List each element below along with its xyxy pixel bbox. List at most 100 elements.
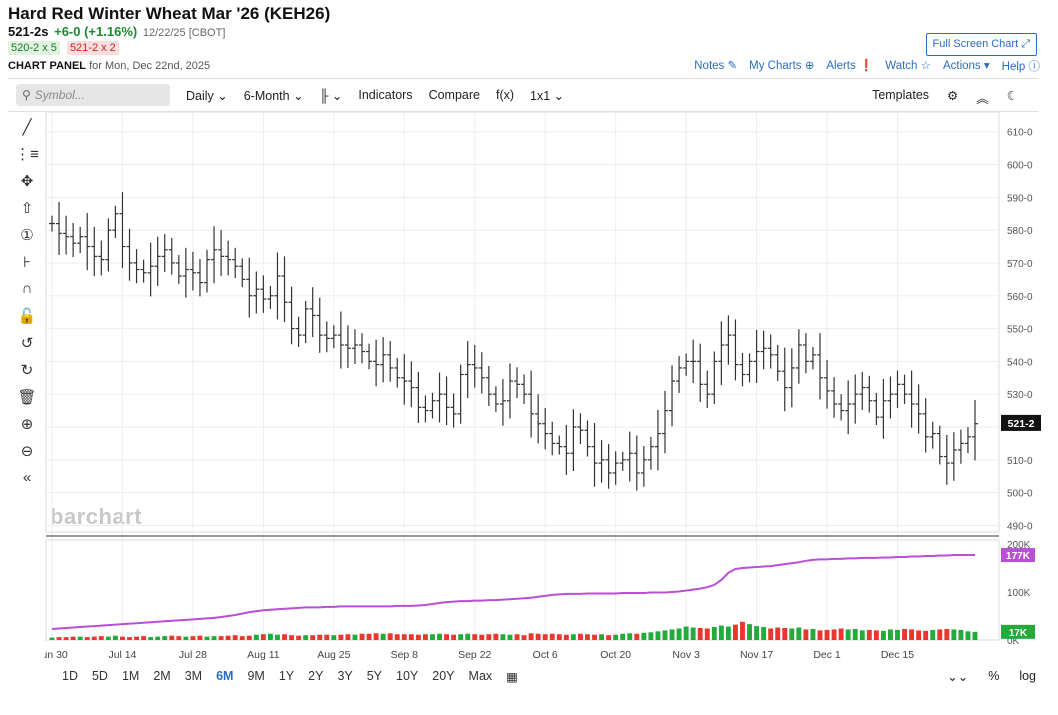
- range-3y-button[interactable]: 3Y: [337, 669, 353, 683]
- range-20y-button[interactable]: 20Y: [432, 669, 455, 683]
- range-option-1-button[interactable]: %: [988, 669, 1000, 683]
- volume-bar: [493, 633, 499, 640]
- interval-dropdown[interactable]: Daily ⌄: [186, 88, 228, 103]
- volume-bar: [958, 629, 964, 640]
- volume-bar: [176, 636, 182, 640]
- drawing-tool-10-icon[interactable]: 🗑: [17, 389, 37, 406]
- volume-bar: [676, 628, 682, 640]
- volume-bar: [824, 629, 830, 640]
- time-tick-label: Sep 22: [458, 649, 491, 661]
- price-tick-label: 610-0: [1007, 128, 1033, 139]
- drawing-tool-5-icon[interactable]: ⊦: [23, 254, 31, 271]
- volume-bar: [725, 626, 731, 640]
- time-tick-label: Aug 11: [247, 649, 280, 661]
- collapse-icon[interactable]: ︽: [976, 92, 989, 106]
- time-tick-label: Dec 1: [813, 649, 841, 661]
- volume-bar: [796, 627, 802, 640]
- price-tick-label: 550-0: [1007, 325, 1033, 336]
- layout-dropdown[interactable]: 1x1 ⌄: [530, 88, 565, 103]
- panel-label: CHART PANEL: [8, 60, 87, 72]
- volume-bar: [91, 636, 97, 640]
- gear-icon[interactable]: ⚙: [947, 89, 959, 103]
- drawing-tool-11-icon[interactable]: ⊕: [20, 416, 34, 433]
- notes-link[interactable]: Notes ✎: [694, 60, 738, 72]
- range-1y-button[interactable]: 1Y: [278, 669, 295, 683]
- volume-bar: [810, 628, 816, 640]
- volume-bar: [120, 636, 125, 640]
- drawing-tool-7-icon[interactable]: 🔓: [17, 308, 37, 325]
- range-option-0-button[interactable]: ⌄⌄: [947, 670, 969, 684]
- range-max-button[interactable]: Max: [468, 669, 493, 683]
- drawing-tool-6-icon[interactable]: ∩: [21, 280, 33, 297]
- volume-bar: [63, 637, 69, 640]
- volume-bar: [77, 636, 83, 640]
- volume-bar: [782, 628, 788, 640]
- volume-bar: [606, 635, 612, 640]
- range-1d-button[interactable]: 1D: [62, 669, 78, 683]
- drawing-tool-4-icon[interactable]: ①: [20, 227, 34, 244]
- indicators-button[interactable]: Indicators: [358, 88, 413, 102]
- volume-bar: [472, 634, 478, 640]
- watch-link[interactable]: Watch ☆: [885, 60, 931, 72]
- price-tick-label: 510-0: [1007, 456, 1033, 467]
- volume-bar: [303, 635, 309, 640]
- search-icon: ⚲: [22, 88, 31, 102]
- moon-icon[interactable]: ☾: [1006, 89, 1018, 103]
- actions-menu[interactable]: Actions ▾: [942, 60, 990, 72]
- ask-badge: 521-2 x 2: [66, 41, 119, 55]
- volume-bar: [141, 636, 147, 640]
- volume-bar: [747, 624, 752, 640]
- compare-button[interactable]: Compare: [428, 88, 480, 102]
- volume-bar: [444, 634, 450, 640]
- range-▦-button[interactable]: ▦: [506, 670, 518, 684]
- range-1m-button[interactable]: 1M: [121, 669, 140, 683]
- fx-button[interactable]: f(x): [495, 88, 515, 102]
- price-tick-label: 540-0: [1007, 357, 1033, 368]
- range-2y-button[interactable]: 2Y: [308, 669, 324, 683]
- quote-meta: 12/22/25 [CBOT]: [142, 27, 226, 39]
- drawing-tool-2-icon[interactable]: ✥: [20, 173, 34, 190]
- volume-bar: [500, 634, 506, 640]
- volume-bar: [408, 634, 414, 640]
- volume-bar: [542, 634, 548, 640]
- range-2m-button[interactable]: 2M: [153, 669, 171, 683]
- full-screen-button[interactable]: Full Screen Chart ⤢: [925, 33, 1037, 56]
- volume-bar: [866, 629, 872, 640]
- range-option-2-button[interactable]: log: [1019, 669, 1036, 683]
- volume-bar: [387, 633, 393, 640]
- range-5y-button[interactable]: 5Y: [366, 669, 383, 683]
- open-interest-label: 177K: [1006, 551, 1031, 562]
- volume-bar: [345, 634, 351, 640]
- alerts-link[interactable]: Alerts ❗: [826, 60, 874, 72]
- range-10y-button[interactable]: 10Y: [396, 669, 419, 683]
- drawing-tool-13-icon[interactable]: «: [22, 469, 32, 486]
- drawing-tool-12-icon[interactable]: ⊖: [20, 443, 34, 460]
- volume-bar: [394, 634, 400, 640]
- bar-type-dropdown[interactable]: ╟ ⌄: [319, 88, 343, 103]
- symbol-search-input[interactable]: ⚲ Symbol...: [16, 84, 170, 106]
- price-tick-label: 570-0: [1007, 259, 1033, 270]
- period-dropdown[interactable]: 6-Month ⌄: [243, 88, 304, 103]
- volume-bar: [761, 627, 767, 640]
- range-5d-button[interactable]: 5D: [91, 669, 108, 683]
- drawing-tool-8-icon[interactable]: ↺: [20, 335, 34, 352]
- range-6m-button[interactable]: 6M: [216, 669, 234, 683]
- help-link[interactable]: Help ⓘ: [1001, 61, 1040, 73]
- price-line: 521-2s +6-0 (+1.16%) 12/22/25 [CBOT]: [8, 24, 225, 39]
- volume-bar: [655, 631, 661, 640]
- drawing-tool-0-icon[interactable]: ╱: [22, 119, 32, 136]
- price-chart[interactable]: 610-0 600-0 590-0 580-0 570-0 560-0 550-0 540-0…: [44, 112, 1044, 668]
- drawing-tool-3-icon[interactable]: ⇧: [20, 200, 34, 217]
- range-9m-button[interactable]: 9M: [247, 669, 265, 683]
- volume-bar: [275, 634, 280, 640]
- range-3m-button[interactable]: 3M: [184, 669, 203, 683]
- templates-button[interactable]: Templates: [872, 88, 930, 102]
- volume-bar: [880, 630, 886, 640]
- price-plot-frame: [45, 112, 1000, 533]
- my-charts-link[interactable]: My Charts ⊕: [749, 60, 815, 72]
- volume-bar: [289, 635, 295, 640]
- drawing-tool-1-icon[interactable]: ⋮≡: [15, 146, 39, 163]
- last-price: 521-2s: [8, 24, 49, 39]
- volume-bar: [965, 631, 971, 640]
- drawing-tool-9-icon[interactable]: ↻: [20, 362, 34, 379]
